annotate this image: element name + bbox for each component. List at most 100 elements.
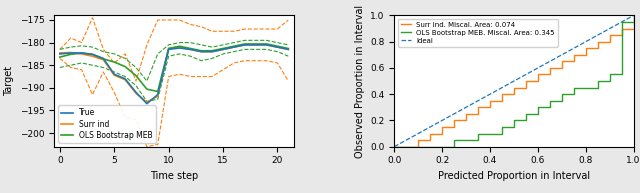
Surr ind. Miscal. Area: 0.074: (1, 0.95): 0.074: (1, 0.95) [630,21,637,23]
X-axis label: Time step: Time step [150,171,198,181]
True [219,48,227,51]
Surr ind. Miscal. Area: 0.074: (0.9, 0.85): 0.074: (0.9, 0.85) [606,34,614,36]
OLS Bootstrap MEB. Miscal. Area: 0.345: (0.85, 0.5): 0.345: (0.85, 0.5) [594,80,602,82]
OLS Bootstrap MEB [186,47,194,50]
Surr ind [67,51,74,54]
OLS Bootstrap MEB. Miscal. Area: 0.345: (1, 1): 0.345: (1, 1) [630,14,637,17]
Surr ind. Miscal. Area: 0.074: (0.55, 0.5): 0.074: (0.55, 0.5) [522,80,530,82]
OLS Bootstrap MEB [67,53,74,56]
OLS Bootstrap MEB. Miscal. Area: 0.345: (0.6, 0.3): 0.345: (0.6, 0.3) [534,106,541,108]
Surr ind [186,48,194,51]
OLS Bootstrap MEB [56,56,63,58]
OLS Bootstrap MEB. Miscal. Area: 0.345: (0.1, 0): 0.345: (0.1, 0) [414,146,422,148]
Surr ind [132,92,140,94]
Line: OLS Bootstrap MEB: OLS Bootstrap MEB [60,44,288,91]
Surr ind. Miscal. Area: 0.074: (0.5, 0.45): 0.074: (0.5, 0.45) [510,86,518,89]
OLS Bootstrap MEB. Miscal. Area: 0.345: (0.95, 0.95): 0.345: (0.95, 0.95) [618,21,625,23]
Surr ind. Miscal. Area: 0.074: (0.8, 0.75): 0.074: (0.8, 0.75) [582,47,589,49]
OLS Bootstrap MEB. Miscal. Area: 0.345: (0.75, 0.4): 0.345: (0.75, 0.4) [570,93,578,95]
OLS Bootstrap MEB [197,50,205,52]
True [164,48,172,51]
OLS Bootstrap MEB. Miscal. Area: 0.345: (0.25, 0.05): 0.345: (0.25, 0.05) [451,139,458,141]
OLS Bootstrap MEB. Miscal. Area: 0.345: (0.7, 0.4): 0.345: (0.7, 0.4) [558,93,566,95]
Surr ind [219,48,227,51]
True [175,47,183,49]
OLS Bootstrap MEB. Miscal. Area: 0.345: (0.25, 0): 0.345: (0.25, 0) [451,146,458,148]
OLS Bootstrap MEB. Miscal. Area: 0.345: (0.8, 0.45): 0.345: (0.8, 0.45) [582,86,589,89]
Surr ind [230,46,237,48]
Surr ind. Miscal. Area: 0.074: (0.25, 0.2): 0.074: (0.25, 0.2) [451,119,458,122]
Line: True: True [60,45,288,104]
OLS Bootstrap MEB [132,74,140,77]
Surr ind [252,44,259,46]
Surr ind. Miscal. Area: 0.074: (0.6, 0.55): 0.074: (0.6, 0.55) [534,73,541,76]
Surr ind. Miscal. Area: 0.074: (0.45, 0.35): 0.074: (0.45, 0.35) [498,100,506,102]
Line: OLS Bootstrap MEB. Miscal. Area: 0.345: OLS Bootstrap MEB. Miscal. Area: 0.345 [394,15,634,147]
OLS Bootstrap MEB. Miscal. Area: 0.345: (0.85, 0.45): 0.345: (0.85, 0.45) [594,86,602,89]
OLS Bootstrap MEB. Miscal. Area: 0.345: (0.2, 0): 0.345: (0.2, 0) [438,146,446,148]
Surr ind [164,47,172,50]
Surr ind. Miscal. Area: 0.074: (0.3, 0.25): 0.074: (0.3, 0.25) [462,113,470,115]
OLS Bootstrap MEB [252,43,259,45]
True [110,73,118,75]
Surr ind. Miscal. Area: 0.074: (0.15, 0.05): 0.074: (0.15, 0.05) [426,139,434,141]
OLS Bootstrap MEB [175,45,183,47]
Surr ind. Miscal. Area: 0.074: (0, 0): 0.074: (0, 0) [390,146,398,148]
Y-axis label: Observed Proportion in Interval: Observed Proportion in Interval [355,4,365,158]
OLS Bootstrap MEB. Miscal. Area: 0.345: (0.65, 0.3): 0.345: (0.65, 0.3) [546,106,554,108]
Surr ind. Miscal. Area: 0.074: (0.5, 0.4): 0.074: (0.5, 0.4) [510,93,518,95]
Surr ind [88,55,96,57]
Y-axis label: Target: Target [4,66,14,96]
True [154,93,161,96]
OLS Bootstrap MEB. Miscal. Area: 0.345: (0.5, 0.2): 0.345: (0.5, 0.2) [510,119,518,122]
OLS Bootstrap MEB [110,61,118,63]
OLS Bootstrap MEB [99,58,107,60]
Surr ind. Miscal. Area: 0.074: (0.55, 0.45): 0.074: (0.55, 0.45) [522,86,530,89]
OLS Bootstrap MEB. Miscal. Area: 0.345: (0.15, 0): 0.345: (0.15, 0) [426,146,434,148]
Surr ind [284,48,292,51]
Surr ind [110,74,118,76]
OLS Bootstrap MEB. Miscal. Area: 0.345: (0.65, 0.35): 0.345: (0.65, 0.35) [546,100,554,102]
OLS Bootstrap MEB. Miscal. Area: 0.345: (0, 0): 0.345: (0, 0) [390,146,398,148]
OLS Bootstrap MEB. Miscal. Area: 0.345: (0.4, 0.1): 0.345: (0.4, 0.1) [486,132,494,135]
Surr ind [143,101,150,103]
OLS Bootstrap MEB. Miscal. Area: 0.345: (0.75, 0.45): 0.345: (0.75, 0.45) [570,86,578,89]
OLS Bootstrap MEB [164,47,172,50]
Line: Surr ind. Miscal. Area: 0.074: Surr ind. Miscal. Area: 0.074 [394,22,634,147]
True [208,51,216,53]
OLS Bootstrap MEB. Miscal. Area: 0.345: (0.5, 0.15): 0.345: (0.5, 0.15) [510,126,518,128]
Surr ind. Miscal. Area: 0.074: (0.8, 0.7): 0.074: (0.8, 0.7) [582,54,589,56]
Surr ind. Miscal. Area: 0.074: (0.75, 0.65): 0.074: (0.75, 0.65) [570,60,578,63]
OLS Bootstrap MEB. Miscal. Area: 0.345: (0.3, 0.05): 0.345: (0.3, 0.05) [462,139,470,141]
OLS Bootstrap MEB [121,65,129,68]
Surr ind. Miscal. Area: 0.074: (0.7, 0.6): 0.074: (0.7, 0.6) [558,67,566,69]
OLS Bootstrap MEB. Miscal. Area: 0.345: (0.7, 0.35): 0.345: (0.7, 0.35) [558,100,566,102]
True [273,46,281,48]
X-axis label: Predicted Proportion in Interval: Predicted Proportion in Interval [438,171,590,181]
OLS Bootstrap MEB. Miscal. Area: 0.345: (0.2, 0): 0.345: (0.2, 0) [438,146,446,148]
OLS Bootstrap MEB. Miscal. Area: 0.345: (0.3, 0.05): 0.345: (0.3, 0.05) [462,139,470,141]
Surr ind. Miscal. Area: 0.074: (0.65, 0.6): 0.074: (0.65, 0.6) [546,67,554,69]
OLS Bootstrap MEB [219,47,227,50]
OLS Bootstrap MEB. Miscal. Area: 0.345: (0.55, 0.2): 0.345: (0.55, 0.2) [522,119,530,122]
True [99,57,107,60]
Surr ind. Miscal. Area: 0.074: (0.4, 0.3): 0.074: (0.4, 0.3) [486,106,494,108]
OLS Bootstrap MEB. Miscal. Area: 0.345: (0.45, 0.1): 0.345: (0.45, 0.1) [498,132,506,135]
True [143,102,150,105]
True [230,46,237,48]
True [262,44,270,46]
OLS Bootstrap MEB [154,90,161,93]
Surr ind. Miscal. Area: 0.074: (0.1, 0): 0.074: (0.1, 0) [414,146,422,148]
True [67,52,74,54]
Surr ind. Miscal. Area: 0.074: (0.05, 0): 0.074: (0.05, 0) [403,146,410,148]
Surr ind. Miscal. Area: 0.074: (1, 0.9): 0.074: (1, 0.9) [630,27,637,30]
OLS Bootstrap MEB [88,53,96,56]
Surr ind. Miscal. Area: 0.074: (0.6, 0.5): 0.074: (0.6, 0.5) [534,80,541,82]
Surr ind. Miscal. Area: 0.074: (0.7, 0.65): 0.074: (0.7, 0.65) [558,60,566,63]
Line: Surr ind: Surr ind [60,45,288,102]
True [88,53,96,56]
Legend: True, Surr ind, OLS Bootstrap MEB: True, Surr ind, OLS Bootstrap MEB [58,105,156,143]
True [121,78,129,80]
Surr ind [241,44,248,46]
Surr ind. Miscal. Area: 0.074: (0.95, 0.85): 0.074: (0.95, 0.85) [618,34,625,36]
